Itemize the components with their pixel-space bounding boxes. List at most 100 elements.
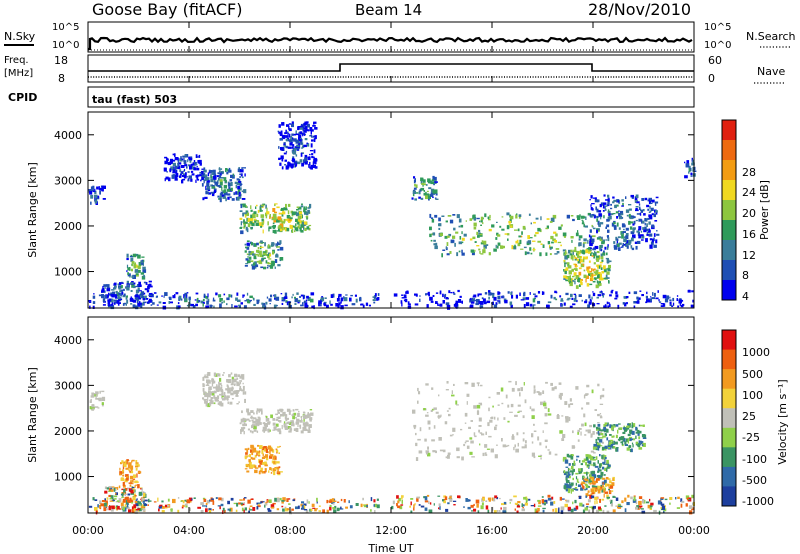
scatter-cell [300,430,304,434]
scatter-cell [223,177,227,182]
scatter-cell [274,294,277,299]
scatter-cell [589,424,592,428]
scatter-cell [522,415,525,419]
scatter-cell [590,299,592,304]
scatter-cell [254,264,259,268]
scatter-cell [340,300,342,304]
scatter-cell [253,429,257,432]
scatter-cell [690,304,694,308]
scatter-cell [474,249,476,252]
scatter-cell [626,245,629,249]
scatter-cell [577,429,580,433]
scatter-cell [212,509,214,511]
scatter-cell [461,241,464,244]
scatter-cell [299,159,303,163]
scatter-cell [570,278,574,283]
scatter-cell [276,244,278,248]
scatter-cell [365,302,369,306]
scatter-cell [591,268,593,271]
scatter-cell [420,180,423,184]
scatter-cell [215,292,218,296]
scatter-cell [135,264,138,268]
scatter-cell [103,301,106,303]
scatter-cell [496,221,498,223]
scatter-cell [638,447,643,450]
scatter-cell [95,397,99,400]
scatter-cell [629,437,632,442]
scatter-cell [606,218,610,222]
scatter-cell [202,197,205,201]
scatter-cell [226,171,229,175]
scatter-cell [597,427,601,431]
scatter-cell [538,455,542,457]
scatter-cell [568,416,571,422]
scatter-cell [214,397,219,401]
scatter-cell [427,446,429,450]
scatter-cell [603,474,606,476]
scatter-cell [598,474,600,478]
scatter-cell [618,212,621,217]
scatter-cell [244,173,246,177]
scatter-cell [184,154,187,157]
scatter-cell [622,224,626,228]
scatter-cell [140,502,142,506]
scatter-cell [581,250,586,254]
scatter-cell [259,408,263,412]
scatter-cell [95,394,98,397]
scatter-cell [205,505,208,508]
scatter-cell [344,304,348,307]
scatter-cell [515,381,517,386]
scatter-cell [641,510,646,514]
scatter-cell [134,253,139,257]
scatter-cell [297,221,300,225]
scatter-cell [618,505,621,507]
scatter-cell [295,218,298,222]
scatter-cell [106,287,111,292]
scatter-cell [632,223,635,226]
scatter-cell [278,497,282,501]
scatter-cell [633,216,636,218]
scatter-cell [354,294,357,297]
scatter-cell [206,300,209,305]
scatter-cell [279,133,283,136]
scatter-cell [291,121,294,124]
scatter-cell [303,159,305,163]
scatter-cell [311,155,314,159]
scatter-cell [360,503,363,508]
scatter-cell [188,497,193,502]
scatter-cell [255,206,257,209]
scatter-cell [522,225,526,230]
scatter-cell [596,251,600,254]
scatter-cell [113,302,116,305]
scatter-cell [680,304,684,308]
scatter-cell [485,505,489,510]
scatter-cell [122,481,125,487]
scatter-cell [243,418,247,421]
scatter-cell [444,421,448,425]
scatter-cell [616,240,618,244]
scatter-cell [94,199,98,204]
scatter-cell [597,220,600,225]
scatter-cell [438,507,440,510]
scatter-cell [312,164,316,168]
scatter-cell [169,169,172,172]
scatter-cell [543,502,547,504]
scatter-cell [292,413,294,415]
scatter-cell [680,498,683,503]
scatter-cell [585,461,587,466]
scatter-cell [223,509,226,514]
scatter-cell [597,460,599,464]
scatter-cell [206,379,210,383]
scatter-cell [171,174,175,179]
scatter-cell [458,241,463,245]
scatter-cell [471,252,475,256]
scatter-cell [135,465,139,468]
scatter-cell [280,413,283,417]
scatter-cell [184,164,188,167]
scatter-cell [627,494,630,498]
scatter-cell [239,227,242,229]
scatter-cell [584,258,588,260]
y-tick-label: 1000 [54,471,82,484]
scatter-cell [319,302,322,306]
